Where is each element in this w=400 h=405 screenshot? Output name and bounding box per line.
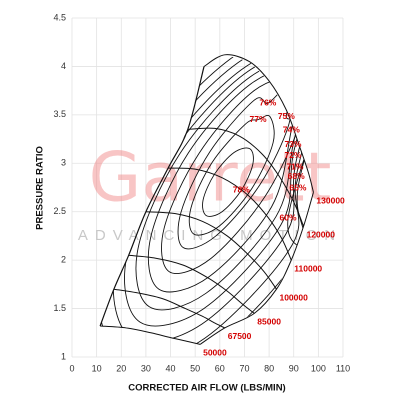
y-tick-label: 4.5 [53,12,66,22]
x-tick-label: 60 [215,363,225,373]
efficiency-label: 60% [280,213,297,223]
speed-line [113,288,225,329]
efficiency-label: 75% [278,111,295,121]
efficiency-island [202,147,254,217]
efficiency-label: 76% [259,97,276,107]
speed-line [187,127,305,227]
efficiency-label: 74% [283,125,300,135]
speed-line [145,211,277,290]
x-tick-label: 100 [311,363,326,373]
speed-label: 120000 [307,229,336,239]
efficiency-label: 78% [233,185,250,195]
labels: 78% 77% 76%75% 74% 73%72%71%68% 65% 60% 5000067… [203,97,345,357]
y-tick-label: 3.5 [53,109,66,119]
efficiency-label: 73% [284,139,301,149]
choke-line [199,192,314,345]
x-tick-label: 20 [116,363,126,373]
speed-lines [99,54,314,345]
speed-line [168,167,292,261]
efficiency-label: 68% [288,171,305,181]
x-axis-label: CORRECTED AIR FLOW (LBS/MIN) [128,383,285,394]
speed-label: 67500 [228,331,252,341]
y-tick-label: 4 [61,61,66,71]
speed-line [128,254,255,314]
x-tick-label: 10 [92,363,102,373]
x-tick-label: 50 [190,363,200,373]
efficiency-label: 72% [284,150,301,160]
x-tick-label: 80 [264,363,274,373]
speed-label: 130000 [316,196,345,206]
speed-label: 50000 [203,348,227,358]
efficiency-label: 65% [289,183,306,193]
x-tick-label: 90 [289,363,299,373]
y-tick-label: 1 [61,351,66,361]
x-tick-label: 70 [239,363,249,373]
x-tick-label: 30 [141,363,151,373]
speed-label: 100000 [279,292,308,302]
y-axis-label: PRESSURE RATIO [35,146,46,230]
efficiency-island [188,114,275,236]
speed-label: 110000 [294,263,322,273]
y-tick-label: 1.5 [53,303,66,313]
surge-line [99,66,205,327]
y-tick-label: 3 [61,158,66,168]
efficiency-island [100,54,314,345]
x-tick-label: 0 [69,363,74,373]
y-tick-label: 2.5 [53,206,66,216]
efficiency-label: 71% [286,161,303,171]
x-tick-label: 110 [336,363,350,373]
efficiency-label: 77% [249,114,266,124]
x-tick-label: 40 [166,363,176,373]
speed-line [203,54,314,193]
speed-line [100,325,201,345]
y-tick-label: 2 [61,255,66,265]
speed-label: 85000 [257,317,281,327]
